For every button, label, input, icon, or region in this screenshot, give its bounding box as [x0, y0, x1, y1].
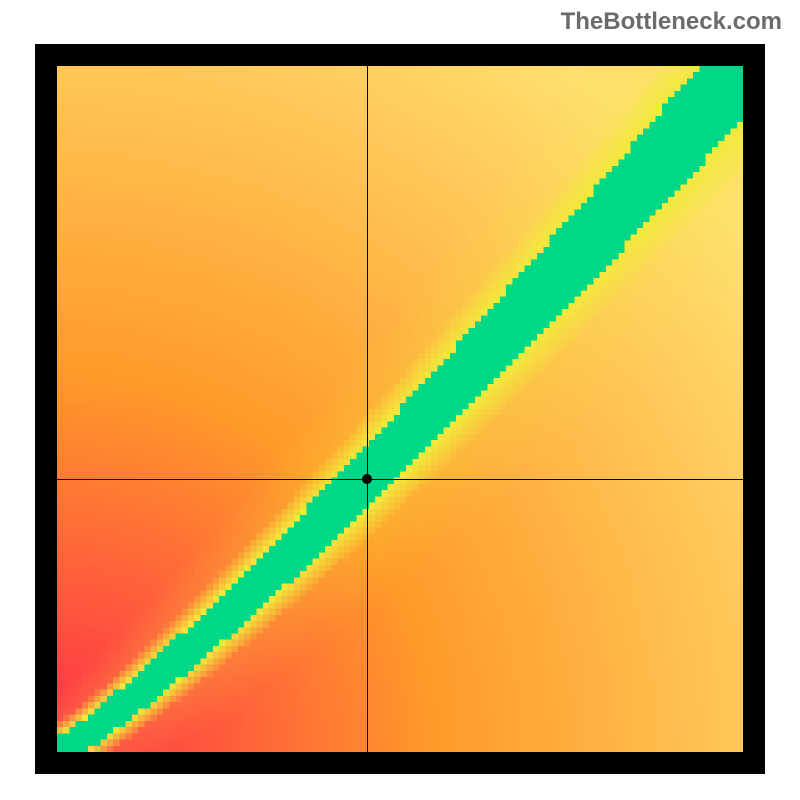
data-point-marker [362, 474, 372, 484]
watermark-text: TheBottleneck.com [561, 8, 782, 36]
heatmap-area [57, 66, 743, 752]
heatmap-canvas [57, 66, 743, 752]
crosshair-vertical [367, 66, 368, 752]
chart-frame [35, 44, 765, 774]
crosshair-horizontal [57, 479, 743, 480]
